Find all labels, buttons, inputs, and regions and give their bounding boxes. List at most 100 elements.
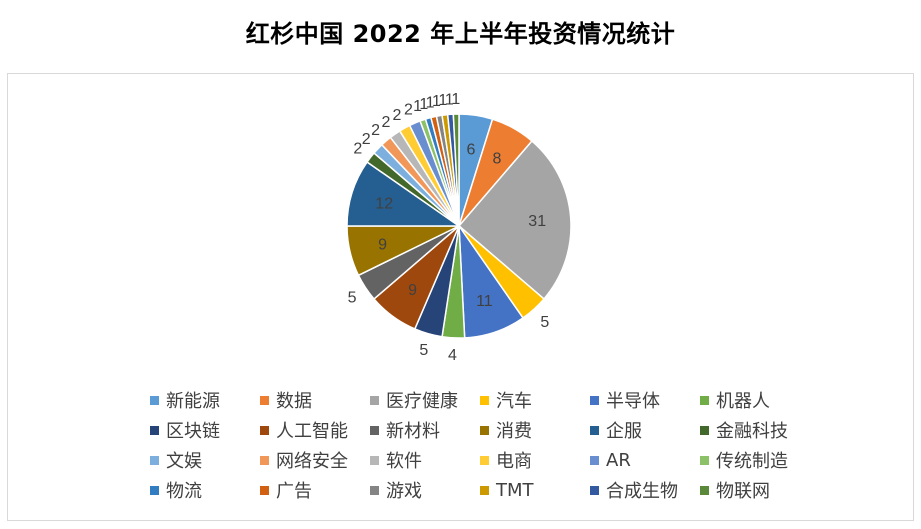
legend-item-物流: 物流 bbox=[150, 475, 260, 505]
legend-item-区块链: 区块链 bbox=[150, 415, 260, 445]
chart-title: 红杉中国 2022 年上半年投资情况统计 bbox=[245, 20, 676, 48]
legend-swatch bbox=[700, 485, 709, 495]
legend-item-AR: AR bbox=[590, 445, 700, 475]
legend-label: 新材料 bbox=[386, 421, 440, 442]
legend-label: 文娱 bbox=[166, 451, 202, 472]
pie-data-label-TMT: 1 bbox=[438, 92, 447, 109]
legend-item-电商: 电商 bbox=[480, 445, 590, 475]
legend-swatch bbox=[370, 455, 379, 465]
pie-data-label-金融科技: 2 bbox=[353, 141, 362, 158]
legend-label: 半导体 bbox=[606, 391, 660, 412]
legend-swatch bbox=[480, 485, 489, 495]
legend-swatch bbox=[260, 455, 269, 465]
legend-swatch bbox=[370, 425, 379, 435]
legend-item-金融科技: 金融科技 bbox=[700, 415, 810, 445]
legend-swatch bbox=[590, 485, 599, 495]
legend-label: 网络安全 bbox=[276, 451, 348, 472]
legend-swatch bbox=[700, 425, 709, 435]
legend-swatch bbox=[370, 485, 379, 495]
legend-item-新材料: 新材料 bbox=[370, 415, 480, 445]
legend-item-数据: 数据 bbox=[260, 385, 370, 415]
pie-data-label-AR: 2 bbox=[404, 101, 413, 118]
legend-label: 企服 bbox=[606, 421, 642, 442]
legend-swatch bbox=[700, 395, 709, 405]
pie-data-label-电商: 2 bbox=[392, 107, 401, 124]
pie-data-label-医疗健康: 31 bbox=[528, 213, 546, 230]
legend-item-网络安全: 网络安全 bbox=[260, 445, 370, 475]
legend-item-广告: 广告 bbox=[260, 475, 370, 505]
legend-label: 广告 bbox=[276, 481, 312, 502]
legend-swatch bbox=[590, 425, 599, 435]
legend-item-传统制造: 传统制造 bbox=[700, 445, 810, 475]
pie-data-label-机器人: 4 bbox=[448, 347, 457, 364]
pie-data-label-物流: 1 bbox=[419, 96, 428, 113]
legend-item-物联网: 物联网 bbox=[700, 475, 810, 505]
legend-label: 数据 bbox=[276, 391, 312, 412]
pie-data-label-区块链: 5 bbox=[419, 342, 428, 359]
legend-item-合成生物: 合成生物 bbox=[590, 475, 700, 505]
legend-swatch bbox=[150, 395, 159, 405]
pie-data-label-文娱: 2 bbox=[362, 131, 371, 148]
legend-label: 机器人 bbox=[716, 391, 770, 412]
legend-swatch bbox=[150, 425, 159, 435]
legend-item-企服: 企服 bbox=[590, 415, 700, 445]
legend-label: 人工智能 bbox=[276, 421, 348, 442]
legend-label: 电商 bbox=[496, 451, 532, 472]
legend-item-汽车: 汽车 bbox=[480, 385, 590, 415]
legend-label: 汽车 bbox=[496, 391, 532, 412]
legend-item-半导体: 半导体 bbox=[590, 385, 700, 415]
pie-data-label-传统制造: 1 bbox=[413, 98, 422, 115]
legend-swatch bbox=[700, 455, 709, 465]
legend-swatch bbox=[260, 395, 269, 405]
pie-data-label-汽车: 5 bbox=[540, 314, 549, 331]
pie-data-label-物联网: 1 bbox=[451, 91, 460, 108]
legend-item-游戏: 游戏 bbox=[370, 475, 480, 505]
legend-label: 区块链 bbox=[166, 421, 220, 442]
legend-swatch bbox=[480, 455, 489, 465]
legend-swatch bbox=[260, 425, 269, 435]
legend-swatch bbox=[590, 455, 599, 465]
legend-label: TMT bbox=[496, 479, 534, 501]
pie-data-label-广告: 1 bbox=[426, 94, 435, 111]
legend-item-消费: 消费 bbox=[480, 415, 590, 445]
pie-data-label-企服: 12 bbox=[375, 196, 393, 213]
legend-label: 物联网 bbox=[716, 481, 770, 502]
legend-label: 医疗健康 bbox=[386, 391, 458, 412]
pie-data-label-网络安全: 2 bbox=[371, 122, 380, 139]
legend-item-文娱: 文娱 bbox=[150, 445, 260, 475]
legend-swatch bbox=[150, 455, 159, 465]
pie-data-label-软件: 2 bbox=[381, 114, 390, 131]
legend-label: AR bbox=[606, 449, 631, 471]
legend-label: 游戏 bbox=[386, 481, 422, 502]
pie-data-label-新材料: 5 bbox=[348, 289, 357, 306]
legend-swatch bbox=[480, 425, 489, 435]
legend-swatch bbox=[260, 485, 269, 495]
pie-data-label-消费: 9 bbox=[378, 237, 387, 254]
pie-data-label-新能源: 6 bbox=[466, 142, 475, 159]
legend-item-新能源: 新能源 bbox=[150, 385, 260, 415]
legend-item-软件: 软件 bbox=[370, 445, 480, 475]
legend-label: 合成生物 bbox=[606, 481, 678, 502]
legend-swatch bbox=[370, 395, 379, 405]
pie-data-label-合成生物: 1 bbox=[445, 91, 454, 108]
pie-data-label-人工智能: 9 bbox=[408, 282, 417, 299]
pie-slice-医疗健康 bbox=[457, 139, 572, 301]
legend-label: 金融科技 bbox=[716, 421, 788, 442]
legend-item-医疗健康: 医疗健康 bbox=[370, 385, 480, 415]
legend-swatch bbox=[150, 485, 159, 495]
pie-data-label-半导体: 11 bbox=[476, 293, 493, 310]
pie-data-label-游戏: 1 bbox=[432, 93, 441, 110]
legend-item-TMT: TMT bbox=[480, 475, 590, 505]
pie-data-label-数据: 8 bbox=[493, 151, 502, 168]
legend-label: 物流 bbox=[166, 481, 202, 502]
legend-swatch bbox=[590, 395, 599, 405]
pie-slice-物联网 bbox=[452, 113, 460, 227]
legend: 新能源 数据 医疗健康 汽车 半导体 机器人区块链 人工智能 新材料 消费 企服 金融科技文娱 网络安… bbox=[150, 385, 810, 505]
legend-label: 消费 bbox=[496, 421, 532, 442]
legend-label: 软件 bbox=[386, 451, 422, 472]
legend-item-机器人: 机器人 bbox=[700, 385, 810, 415]
legend-label: 新能源 bbox=[166, 391, 220, 412]
legend-label: 传统制造 bbox=[716, 451, 788, 472]
legend-swatch bbox=[480, 395, 489, 405]
